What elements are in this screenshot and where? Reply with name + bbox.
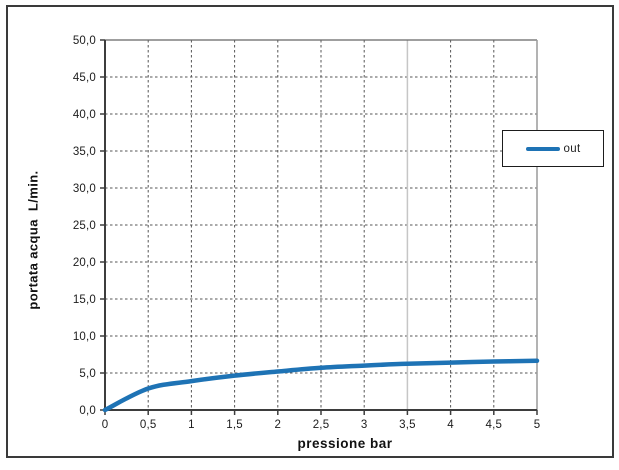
y-tick-label: 25,0 xyxy=(73,220,96,232)
legend-line-sample xyxy=(525,146,560,151)
y-tick-label: 50,0 xyxy=(73,35,96,47)
y-tick-label: 30,0 xyxy=(73,183,96,195)
x-tick-label: 4,5 xyxy=(486,419,503,431)
y-tick-label: 10,0 xyxy=(73,331,96,343)
y-axis-title: portata acqua L/min. xyxy=(25,170,41,310)
y-tick-label: 20,0 xyxy=(73,257,96,269)
x-tick-label: 4 xyxy=(447,419,454,431)
y-tick-label: 0,0 xyxy=(79,405,96,417)
y-tick-label: 5,0 xyxy=(79,368,96,380)
series-out-line xyxy=(102,358,540,413)
x-tick-label: 0,5 xyxy=(140,419,157,431)
x-tick-label: 2 xyxy=(274,419,281,431)
x-tick-label: 1,5 xyxy=(226,419,243,431)
chart-frame xyxy=(6,5,614,458)
x-tick-label: 0 xyxy=(102,419,109,431)
x-tick-label: 5 xyxy=(534,419,541,431)
x-tick-label: 2,5 xyxy=(313,419,330,431)
x-axis-title: pressione bar xyxy=(297,436,393,451)
tick-marks xyxy=(100,39,538,415)
x-tick-label: 3 xyxy=(361,419,368,431)
x-tick-label: 3,5 xyxy=(399,419,416,431)
y-tick-label: 45,0 xyxy=(73,72,96,84)
gridlines xyxy=(105,40,537,410)
legend-label: out xyxy=(563,142,581,155)
legend: out xyxy=(502,130,604,167)
x-tick-label: 1 xyxy=(188,419,195,431)
y-tick-label: 40,0 xyxy=(73,109,96,121)
tick-labels: 0,05,010,015,020,025,030,035,040,045,050… xyxy=(73,35,540,431)
y-tick-label: 35,0 xyxy=(73,146,96,158)
y-tick-label: 15,0 xyxy=(73,294,96,306)
